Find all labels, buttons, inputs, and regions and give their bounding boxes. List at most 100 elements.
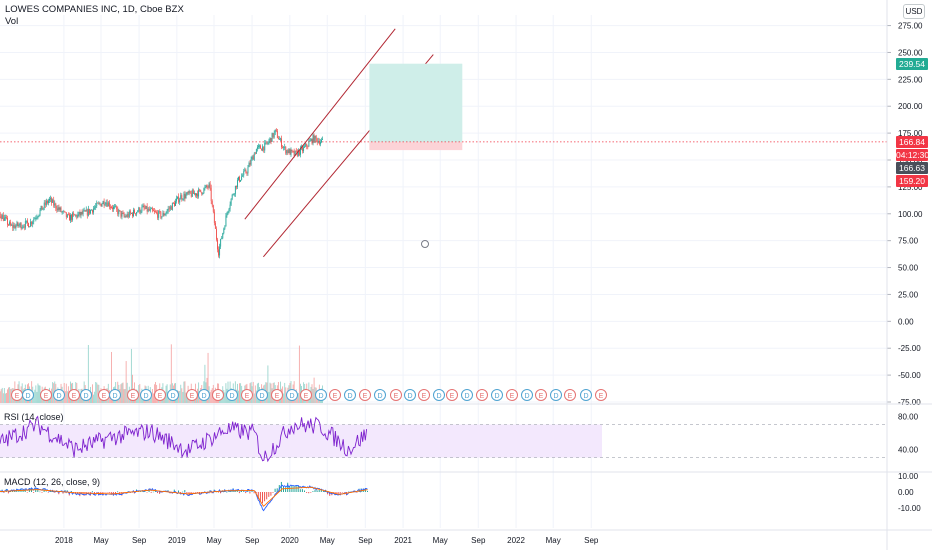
dividend-marker: [198, 389, 210, 401]
candle-body: [190, 193, 192, 197]
event-marker-letter: D: [201, 393, 206, 400]
earnings-marker: [68, 389, 80, 401]
volume-bar: [182, 391, 184, 403]
earnings-marker: [476, 389, 488, 401]
candle-body: [185, 194, 187, 199]
candle-body: [158, 211, 160, 218]
candle-body: [289, 149, 291, 155]
rsi-pane[interactable]: [0, 415, 887, 463]
candle-body: [156, 212, 158, 213]
macd-histogram-bar: [327, 492, 329, 495]
candle-body: [169, 206, 171, 209]
macd-histogram-bar: [272, 492, 274, 493]
event-marker-letter: E: [102, 393, 107, 400]
candle-body: [288, 149, 290, 154]
candle-body: [69, 214, 70, 221]
macd-histogram-bar: [238, 492, 240, 494]
candle-body: [59, 207, 61, 210]
macd-histogram-bar: [184, 490, 186, 492]
candle-body: [144, 207, 146, 209]
candle-body: [25, 220, 27, 222]
macd-histogram-bar: [54, 492, 56, 493]
candle-body: [148, 208, 150, 211]
x-tick-label: 2022: [507, 536, 525, 545]
macd-histogram-bar: [33, 492, 35, 493]
candle-body: [51, 198, 53, 203]
candle-body: [90, 209, 91, 214]
candle-body: [72, 213, 74, 220]
volume-bar: [139, 384, 141, 403]
rsi-tick-label: 40.00: [898, 445, 919, 454]
candle-body: [157, 212, 159, 218]
macd-histogram-bar: [115, 492, 116, 495]
candle-body: [262, 146, 264, 151]
candle-body: [7, 218, 8, 225]
candle-body: [312, 134, 314, 144]
y-tick-label: -25.00: [898, 344, 921, 353]
price-pane[interactable]: [0, 28, 887, 259]
event-marker-letter: D: [83, 393, 88, 400]
candle-body: [140, 211, 142, 213]
candle-body: [134, 209, 135, 214]
macd-pane[interactable]: [0, 481, 368, 512]
candle-body: [118, 210, 120, 215]
candle-body: [52, 199, 54, 203]
macd-histogram-bar: [234, 490, 236, 492]
earnings-marker: [300, 389, 312, 401]
candle-body: [132, 213, 133, 217]
volume-bar: [150, 392, 152, 403]
event-marker-letter: D: [524, 393, 529, 400]
candle-body: [142, 205, 144, 207]
event-marker-letter: E: [216, 393, 221, 400]
volume-bar: [311, 384, 313, 403]
candle-body: [161, 216, 163, 218]
candle-body: [150, 208, 152, 210]
volume-bar: [3, 388, 5, 403]
candle-body: [125, 216, 127, 218]
candle-body: [136, 212, 138, 215]
dividend-marker: [433, 389, 445, 401]
event-marker-letter: E: [568, 393, 573, 400]
candle-body: [117, 209, 119, 215]
dividend-marker: [580, 389, 592, 401]
event-marker-letter: E: [15, 393, 20, 400]
currency-button[interactable]: USD: [903, 4, 925, 19]
volume-bar: [225, 383, 227, 403]
candle-body: [230, 198, 232, 205]
macd-histogram-bar: [322, 491, 324, 492]
chart-header: LOWES COMPANIES INC, 1D, Cboe BZX Vol: [5, 4, 184, 28]
candle-body: [191, 190, 193, 197]
candle-body: [310, 139, 312, 141]
candle-body: [66, 214, 68, 218]
candle-body: [149, 208, 151, 211]
candle-body: [206, 185, 208, 188]
entry-price-tag: 166.63: [896, 161, 928, 174]
candle-body: [109, 206, 111, 208]
macd-histogram-bar: [318, 489, 320, 492]
event-marker-letter: D: [436, 393, 441, 400]
candle-body: [186, 192, 188, 195]
candle-body: [255, 148, 257, 154]
macd-histogram-bar: [316, 490, 318, 492]
candle-body: [73, 213, 75, 215]
candle-body: [203, 188, 205, 194]
candle-body: [13, 225, 15, 228]
candle-body: [261, 148, 263, 151]
candle-body: [104, 204, 106, 206]
candle-body: [24, 221, 26, 228]
x-tick-label: 2021: [394, 536, 412, 545]
dividend-marker: [53, 389, 65, 401]
candle-body: [279, 139, 280, 140]
stop-price-tag: 159.20: [896, 174, 928, 187]
candle-body: [133, 209, 134, 217]
macd-histogram-bar: [142, 491, 144, 492]
earnings-marker: [127, 389, 139, 401]
earnings-marker: [359, 389, 371, 401]
macd-histogram-bar: [10, 491, 11, 492]
candle-body: [270, 138, 272, 142]
candle-body: [10, 222, 12, 226]
candle-body: [242, 175, 244, 177]
macd-histogram-bar: [106, 492, 108, 493]
